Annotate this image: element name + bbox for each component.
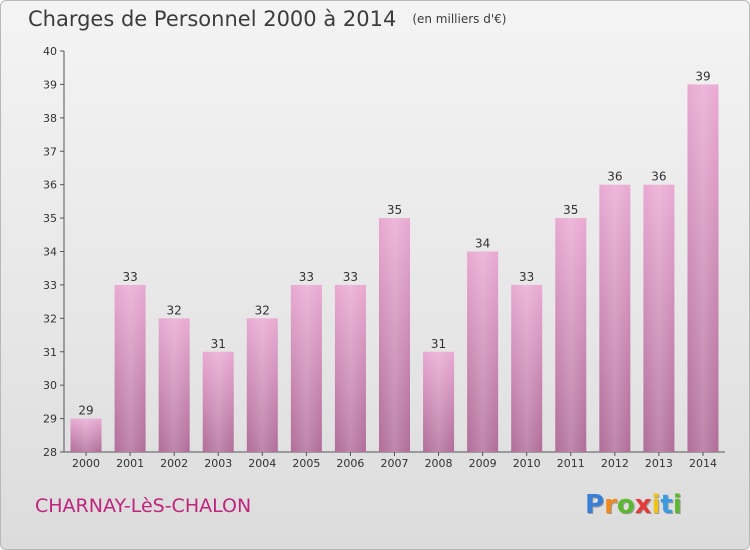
y-tick-label: 39 — [43, 78, 57, 91]
bar-highlight — [511, 284, 543, 452]
x-tick-label: 2003 — [204, 457, 232, 470]
x-tick-label: 2014 — [689, 457, 717, 470]
bar-highlight — [290, 284, 322, 452]
x-tick-label: 2007 — [381, 457, 409, 470]
y-tick-label: 38 — [43, 112, 57, 125]
y-tick-label: 32 — [43, 312, 57, 325]
data-label: 31 — [211, 337, 226, 351]
data-label: 35 — [563, 203, 578, 217]
bar-highlight — [423, 351, 455, 452]
data-label: 31 — [431, 337, 446, 351]
x-tick-label: 2001 — [116, 457, 144, 470]
data-label: 33 — [343, 270, 358, 284]
y-tick-label: 31 — [43, 346, 57, 359]
proxiti-logo: Proxiti — [585, 490, 682, 520]
chart-title: Charges de Personnel 2000 à 2014 — [28, 7, 397, 31]
y-tick-label: 34 — [43, 246, 57, 259]
bar-highlight — [246, 318, 278, 452]
data-label: 34 — [475, 237, 490, 251]
bars — [70, 84, 719, 453]
x-tick-label: 2004 — [248, 457, 276, 470]
x-tick-label: 2000 — [72, 457, 100, 470]
data-label: 33 — [299, 270, 314, 284]
x-tick-label: 2005 — [292, 457, 320, 470]
y-tick-label: 36 — [43, 179, 57, 192]
logo-letter: x — [634, 490, 652, 520]
bar-highlight — [467, 251, 499, 452]
bar-highlight — [379, 218, 410, 452]
data-label: 36 — [607, 170, 622, 184]
x-axis: 2000 2001 2002 2003 2004 2005 2006 2007 2008 2009… — [64, 451, 725, 470]
logo-letter: P — [585, 490, 605, 520]
x-tick-label: 2012 — [601, 457, 629, 470]
x-tick-label: 2008 — [425, 457, 453, 470]
x-tick-label: 2009 — [469, 457, 497, 470]
data-label: 33 — [122, 270, 137, 284]
bar-highlight — [114, 284, 146, 452]
logo-letter: o — [616, 490, 635, 520]
bar-highlight — [202, 351, 234, 452]
bar-highlight — [158, 318, 190, 452]
x-tick-label: 2006 — [336, 457, 364, 470]
data-label: 39 — [695, 69, 710, 83]
title-row: Charges de Personnel 2000 à 2014 (en mill… — [28, 7, 506, 31]
bar-highlight — [599, 184, 631, 452]
bar-highlight — [334, 284, 366, 452]
bar-highlight — [687, 84, 719, 453]
x-tick-label: 2010 — [513, 457, 541, 470]
data-label: 32 — [255, 303, 270, 317]
y-tick-label: 30 — [43, 379, 57, 392]
y-axis: 28 29 30 31 32 33 34 35 36 37 38 39 40 — [43, 45, 65, 459]
x-tick-label: 2013 — [645, 457, 673, 470]
logo-letter: i — [651, 490, 661, 520]
bar-labels: 29 33 32 31 32 33 33 35 31 34 33 35 36 36 39 — [78, 69, 710, 417]
y-tick-label: 35 — [43, 212, 57, 225]
y-tick-label: 37 — [43, 145, 57, 158]
x-tick-label: 2011 — [557, 457, 585, 470]
data-label: 29 — [78, 404, 93, 418]
y-tick-label: 28 — [43, 446, 57, 459]
commune-name: CHARNAY-LèS-CHALON — [35, 495, 252, 517]
y-tick-label: 40 — [43, 45, 57, 58]
logo-letter: i — [672, 490, 682, 520]
bar-highlight — [70, 418, 102, 452]
x-tick-label: 2002 — [160, 457, 188, 470]
data-label: 36 — [651, 170, 666, 184]
data-label: 33 — [519, 270, 534, 284]
y-tick-label: 29 — [43, 413, 57, 426]
logo-letter: r — [604, 490, 617, 520]
data-label: 32 — [167, 303, 182, 317]
logo-letter: t — [660, 490, 673, 520]
bar-highlight — [643, 184, 675, 452]
y-tick-label: 33 — [43, 279, 57, 292]
data-label: 35 — [387, 203, 402, 217]
bar-highlight — [555, 218, 587, 452]
chart-unit: (en milliers d'€) — [412, 12, 507, 26]
